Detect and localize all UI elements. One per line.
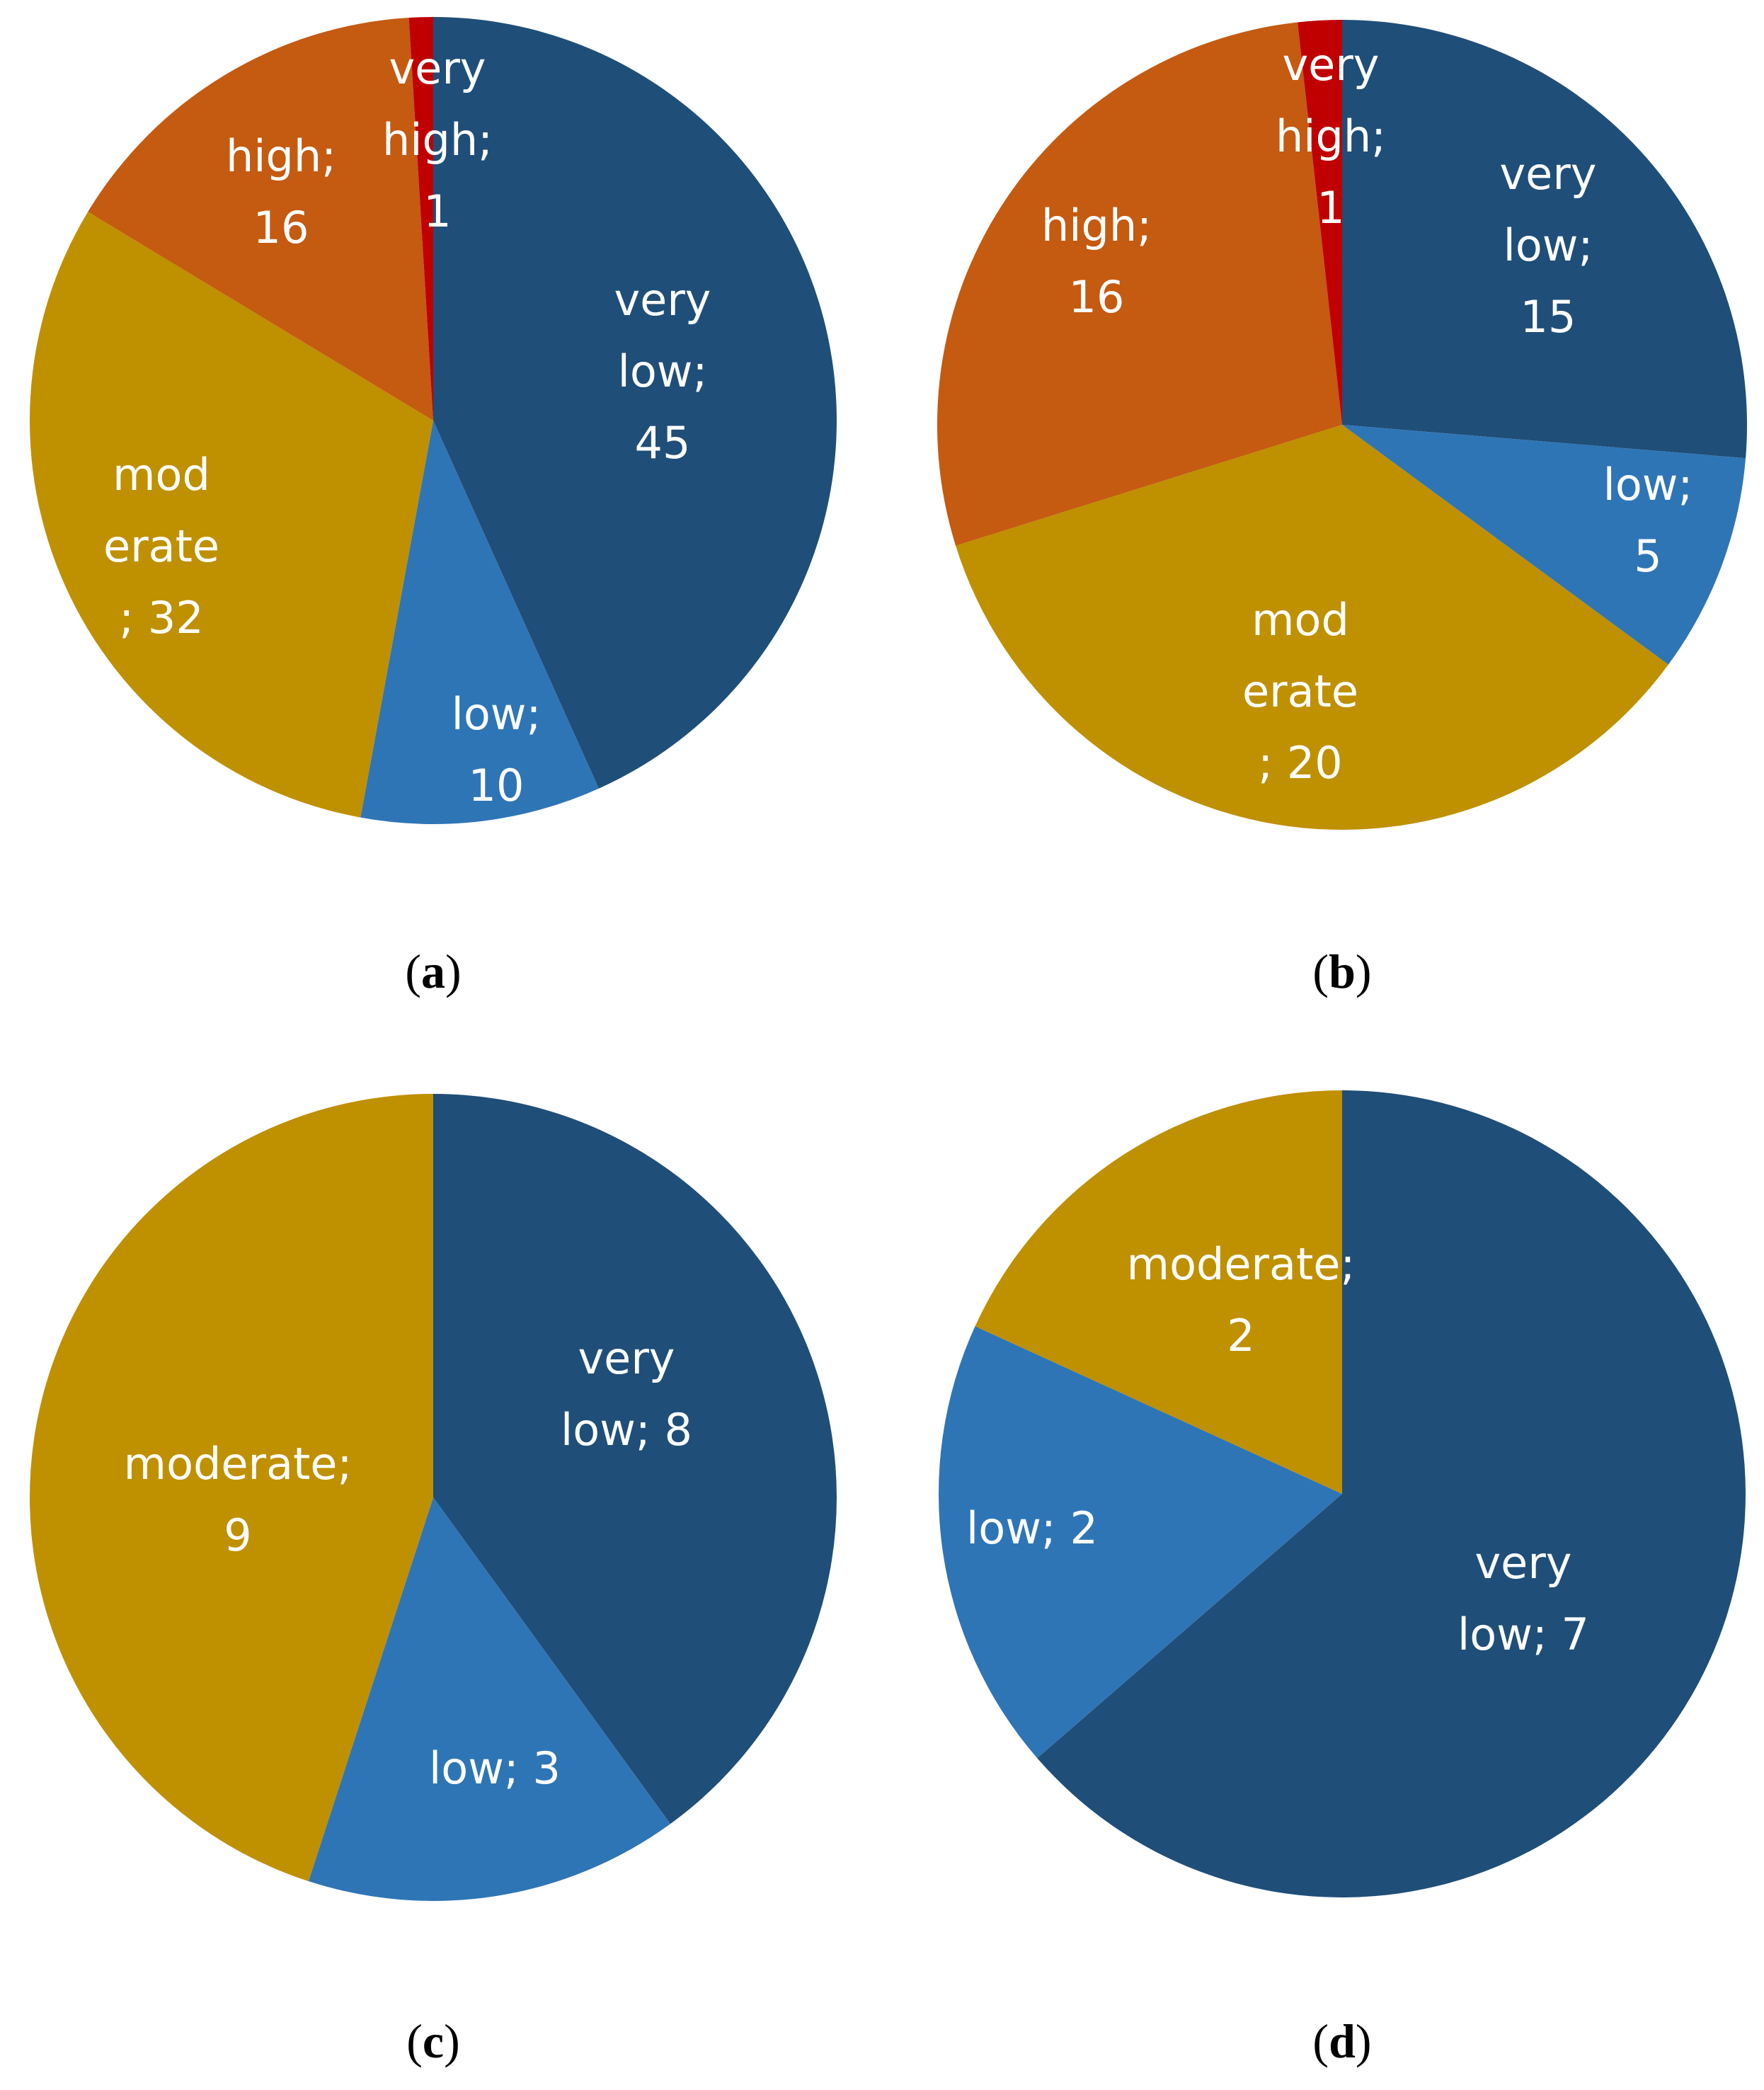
pie-b-label-line: very: [1499, 148, 1596, 200]
pie-a-slice-very-low: [433, 17, 837, 789]
pie-a-label-very-low: very low; 45: [614, 274, 711, 469]
pie-a-label-very-high: very high; 1: [382, 42, 493, 237]
pie-panel-d: very low; 7 low; 2 moderate; 2 (d): [938, 1090, 1746, 2068]
pie-d-slice-very-low: [1037, 1090, 1746, 1897]
pie-d-label-line: very: [1474, 1537, 1571, 1589]
pie-d-label-line: low; 2: [966, 1502, 1098, 1554]
pie-b-slice-moderate: [956, 425, 1668, 830]
pie-d-labels: very low; 7 low; 2 moderate; 2: [966, 1238, 1589, 1660]
pie-b-label-line: 5: [1634, 530, 1661, 582]
pie-a-label-line: mod: [113, 449, 210, 501]
pie-c-label-low: low; 3: [429, 1742, 561, 1794]
pie-a-label-line: 16: [253, 202, 309, 253]
pie-c-label-line: moderate;: [124, 1438, 353, 1490]
pie-a-slice-low: [360, 421, 599, 824]
pie-c-slice-moderate: [30, 1094, 433, 1882]
pie-c-label-very-low: very low; 8: [561, 1332, 692, 1456]
pie-a-label-low: low; 10: [452, 688, 542, 811]
pie-d-label-low: low; 2: [966, 1502, 1098, 1554]
pie-a-slice-very-high: [408, 17, 433, 421]
caption-c: (c): [406, 2014, 460, 2068]
pie-c-slice-low: [308, 1497, 671, 1901]
pie-c-label-line: low; 3: [429, 1742, 561, 1794]
pie-b-label-line: high;: [1276, 110, 1386, 162]
pie-d-label-very-low: very low; 7: [1457, 1537, 1589, 1660]
caption-b: (b): [1312, 944, 1371, 998]
pie-c-label-line: very: [578, 1332, 675, 1384]
pie-b-label-line: 1: [1317, 182, 1344, 234]
pie-d-slice-low: [938, 1326, 1342, 1759]
pie-a-label-line: 10: [469, 760, 525, 811]
pie-a-label-line: very: [614, 274, 711, 326]
pie-b-label-line: 16: [1069, 271, 1125, 323]
pie-b-label-line: mod: [1252, 594, 1349, 646]
pie-a-label-line: very: [389, 42, 486, 94]
pie-a-slice-high: [88, 18, 433, 421]
pie-b-label-moderate: mod erate ; 20: [1242, 594, 1358, 789]
caption-d: (d): [1312, 2014, 1371, 2068]
pie-a-label-line: ; 32: [119, 592, 204, 644]
pie-a-label-line: 45: [635, 417, 691, 469]
pie-b-label-low: low; 5: [1603, 459, 1693, 582]
pie-b-slices: [937, 20, 1748, 830]
pie-a-labels: very low; 45 low; 10 mod erate ; 32 high; 16 very h…: [103, 42, 711, 811]
pie-a-label-line: low;: [452, 688, 542, 740]
pie-c-label-moderate: moderate; 9: [124, 1438, 353, 1561]
pie-a-label-moderate: mod erate ; 32: [103, 449, 219, 644]
pie-c-slice-very-low: [433, 1094, 837, 1825]
pie-panel-a: very low; 45 low; 10 mod erate ; 32 high; 16 very h…: [29, 17, 837, 998]
pie-b-label-very-high: very high; 1: [1276, 39, 1386, 234]
pie-a-label-high: high; 16: [226, 130, 336, 253]
pie-c-label-line: 9: [224, 1509, 251, 1561]
pie-d-label-line: low; 7: [1457, 1609, 1589, 1660]
pie-b-slice-very-low: [1342, 20, 1748, 459]
pie-d-label-moderate: moderate; 2: [1127, 1238, 1356, 1361]
pie-a-label-line: high;: [226, 130, 336, 182]
pie-b-label-line: low;: [1504, 219, 1593, 271]
pie-d-slices: [938, 1090, 1746, 1897]
pie-d-label-line: moderate;: [1127, 1238, 1356, 1290]
pie-panel-b: very low; 15 low; 5 mod erate ; 20 high; 16 very hi…: [937, 20, 1748, 998]
pie-c-labels: very low; 8 low; 3 moderate; 9: [124, 1332, 692, 1794]
pie-a-label-line: erate: [103, 520, 219, 572]
pie-a-label-line: 1: [423, 185, 451, 237]
pie-a-label-line: low;: [618, 346, 708, 397]
pie-d-slice-moderate: [975, 1090, 1342, 1494]
pie-c-slices: [30, 1094, 837, 1901]
pie-b-label-very-low: very low; 15: [1499, 148, 1596, 343]
pie-b-label-line: ; 20: [1258, 737, 1343, 789]
pie-panel-c: very low; 8 low; 3 moderate; 9 (c): [30, 1094, 837, 2068]
caption-a: (a): [405, 944, 461, 998]
pie-b-labels: very low; 15 low; 5 mod erate ; 20 high; 16 very hi…: [1041, 39, 1693, 789]
pie-b-slice-very-high: [1298, 20, 1342, 425]
pie-a-slice-moderate: [29, 212, 433, 818]
pie-b-label-line: low;: [1603, 459, 1693, 510]
pie-a-label-line: high;: [382, 114, 493, 166]
pie-a-slices: [29, 17, 837, 824]
pie-b-label-line: high;: [1041, 200, 1152, 251]
pie-c-label-line: low; 8: [561, 1404, 692, 1456]
pie-b-slice-high: [937, 22, 1342, 546]
pie-b-label-line: 15: [1520, 291, 1576, 343]
pie-b-label-high: high; 16: [1041, 200, 1152, 323]
pie-b-slice-low: [1342, 425, 1746, 665]
pie-b-label-line: very: [1282, 39, 1379, 91]
pie-b-label-line: erate: [1242, 666, 1358, 717]
pie-d-label-line: 2: [1227, 1310, 1254, 1361]
